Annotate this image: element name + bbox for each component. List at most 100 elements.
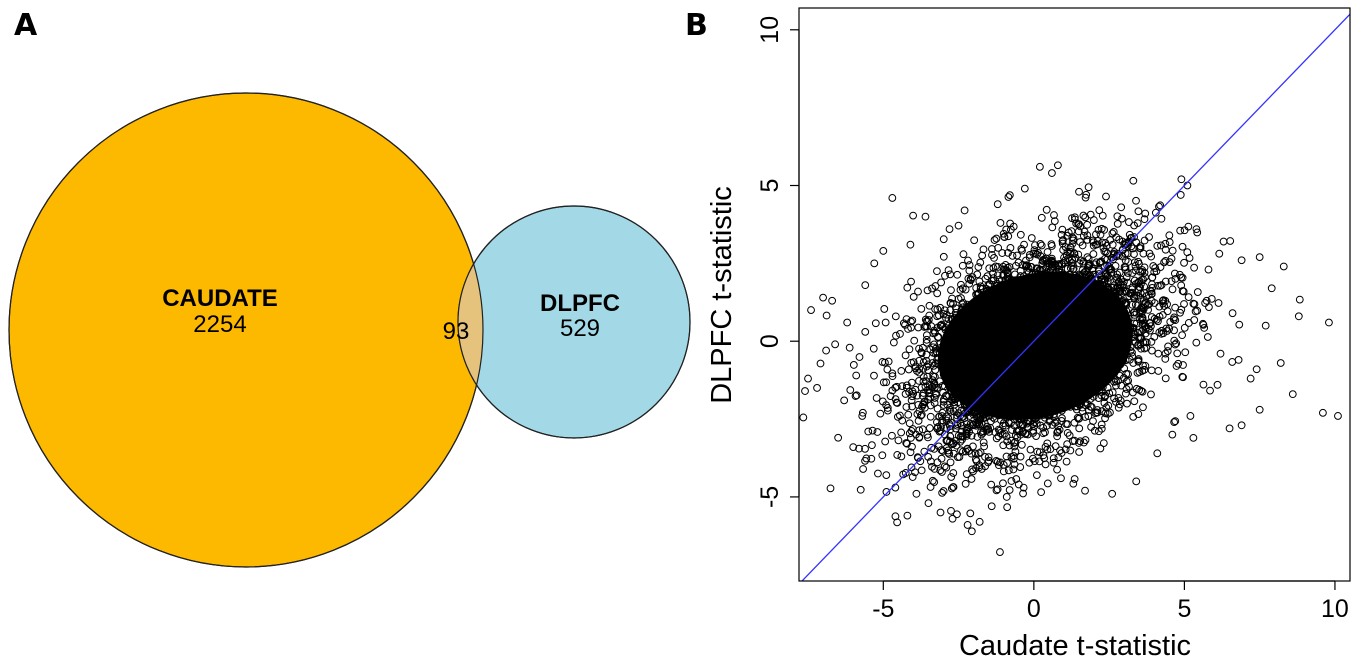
data-point — [1076, 366, 1083, 373]
data-point — [1048, 292, 1055, 299]
data-point — [1049, 422, 1056, 429]
data-point — [1066, 373, 1073, 380]
data-point — [962, 480, 969, 487]
data-point — [1043, 396, 1050, 403]
data-point — [1028, 395, 1035, 402]
data-point — [985, 457, 992, 464]
data-point — [1123, 348, 1130, 355]
data-point — [1057, 362, 1064, 369]
data-point — [969, 409, 976, 416]
data-point — [1046, 333, 1053, 340]
data-point — [1101, 248, 1108, 255]
data-point — [1076, 221, 1083, 228]
data-point — [1130, 324, 1137, 331]
data-point — [989, 349, 996, 356]
data-point — [1049, 224, 1056, 231]
data-point — [1138, 316, 1145, 323]
data-point — [959, 390, 966, 397]
data-point — [907, 241, 914, 248]
data-point — [956, 376, 963, 383]
data-point — [1105, 313, 1112, 320]
data-point — [1268, 285, 1275, 292]
data-point — [989, 321, 996, 328]
data-point — [1055, 297, 1062, 304]
data-point — [1139, 317, 1146, 324]
data-point — [938, 413, 945, 420]
data-point — [1014, 284, 1021, 291]
data-point — [1033, 362, 1040, 369]
data-point — [1037, 401, 1044, 408]
data-point — [979, 346, 986, 353]
data-point — [1032, 319, 1039, 326]
data-point — [987, 352, 994, 359]
data-point — [1052, 345, 1059, 352]
data-point — [995, 369, 1002, 376]
data-point — [1079, 408, 1086, 415]
data-point — [1019, 326, 1026, 333]
data-point — [1089, 294, 1096, 301]
data-point — [959, 433, 966, 440]
data-point — [928, 444, 935, 451]
data-point — [999, 361, 1006, 368]
data-point — [972, 329, 979, 336]
data-point — [995, 390, 1002, 397]
data-point — [997, 318, 1004, 325]
data-point — [992, 293, 999, 300]
data-point — [1049, 277, 1056, 284]
data-point — [1013, 355, 1020, 362]
data-point — [1082, 381, 1089, 388]
data-point — [966, 267, 973, 274]
data-point — [996, 343, 1003, 350]
data-point — [808, 307, 815, 314]
data-point — [1069, 366, 1076, 373]
data-point — [1024, 362, 1031, 369]
data-point — [1013, 428, 1020, 435]
data-point — [1096, 387, 1103, 394]
data-point — [988, 277, 995, 284]
data-point — [1058, 450, 1065, 457]
data-point — [960, 433, 967, 440]
data-point — [1034, 293, 1041, 300]
data-point — [1062, 281, 1069, 288]
data-point — [1015, 368, 1022, 375]
data-point — [1004, 400, 1011, 407]
data-point — [1030, 250, 1037, 257]
data-point — [987, 425, 994, 432]
data-point — [957, 412, 964, 419]
data-point — [1114, 274, 1121, 281]
data-point — [1006, 442, 1013, 449]
data-point — [1044, 446, 1051, 453]
data-point — [1148, 391, 1155, 398]
data-point — [964, 424, 971, 431]
data-point — [1024, 376, 1031, 383]
data-point — [977, 259, 984, 266]
data-point — [1001, 379, 1008, 386]
data-point — [1043, 206, 1050, 213]
data-point — [1098, 421, 1105, 428]
data-point — [1036, 344, 1043, 351]
data-point — [1121, 365, 1128, 372]
data-point — [1052, 302, 1059, 309]
data-point — [968, 310, 975, 317]
data-point — [1059, 372, 1066, 379]
data-point — [961, 358, 968, 365]
data-point — [1046, 358, 1053, 365]
data-point — [973, 412, 980, 419]
data-point — [1115, 294, 1122, 301]
data-point — [1038, 357, 1045, 364]
data-point — [977, 414, 984, 421]
data-point — [950, 341, 957, 348]
data-point — [1084, 232, 1091, 239]
data-point — [1044, 312, 1051, 319]
data-point — [1060, 357, 1067, 364]
data-point — [1000, 361, 1007, 368]
data-point — [1113, 286, 1120, 293]
data-point — [1023, 324, 1030, 331]
data-point — [1042, 363, 1049, 370]
data-point — [995, 301, 1002, 308]
data-point — [859, 413, 866, 420]
data-point — [1056, 326, 1063, 333]
data-point — [1055, 398, 1062, 405]
data-point — [986, 391, 993, 398]
data-point — [1097, 373, 1104, 380]
